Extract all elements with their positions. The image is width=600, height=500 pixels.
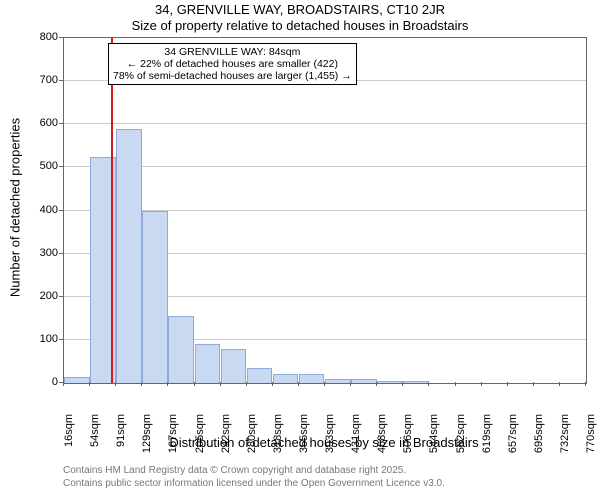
x-tick-mark: [141, 382, 142, 386]
x-tick-mark: [585, 382, 586, 386]
property-marker-line: [111, 38, 113, 383]
y-tick-mark: [59, 80, 63, 81]
y-tick-mark: [59, 123, 63, 124]
x-tick-mark: [220, 382, 221, 386]
y-tick-label: 0: [28, 376, 58, 388]
x-tick-mark: [350, 382, 351, 386]
y-tick-label: 600: [28, 117, 58, 129]
y-axis-label: Number of detached properties: [8, 118, 23, 298]
histogram-bar: [403, 381, 429, 383]
footer-line1: Contains HM Land Registry data © Crown c…: [63, 465, 406, 476]
y-tick-mark: [59, 339, 63, 340]
x-tick-mark: [194, 382, 195, 386]
annotation-line2: ← 22% of detached houses are smaller (42…: [113, 58, 352, 70]
annotation-box: 34 GRENVILLE WAY: 84sqm ← 22% of detache…: [108, 43, 357, 85]
y-tick-label: 100: [28, 333, 58, 345]
y-tick-label: 500: [28, 160, 58, 172]
y-tick-mark: [59, 296, 63, 297]
footer-line2: Contains public sector information licen…: [63, 478, 445, 489]
y-tick-mark: [59, 37, 63, 38]
y-tick-label: 400: [28, 204, 58, 216]
histogram-bar: [273, 374, 299, 383]
histogram-bar: [299, 374, 325, 383]
histogram-bar: [195, 344, 221, 383]
y-tick-label: 300: [28, 247, 58, 259]
histogram-bar: [168, 316, 194, 383]
x-tick-mark: [559, 382, 560, 386]
y-tick-mark: [59, 166, 63, 167]
x-tick-mark: [115, 382, 116, 386]
x-tick-mark: [402, 382, 403, 386]
gridline: [64, 123, 586, 124]
histogram-bar: [325, 379, 351, 383]
x-axis-label: Distribution of detached houses by size …: [63, 435, 585, 450]
x-tick-mark: [533, 382, 534, 386]
plot-area: [63, 37, 587, 384]
x-tick-mark: [89, 382, 90, 386]
x-tick-mark: [428, 382, 429, 386]
annotation-line1: 34 GRENVILLE WAY: 84sqm: [113, 46, 352, 58]
x-tick-mark: [507, 382, 508, 386]
y-tick-mark: [59, 253, 63, 254]
x-tick-mark: [298, 382, 299, 386]
chart-title-line2: Size of property relative to detached ho…: [0, 18, 600, 33]
histogram-bar: [142, 211, 168, 384]
x-tick-mark: [455, 382, 456, 386]
chart-container: 34, GRENVILLE WAY, BROADSTAIRS, CT10 2JR…: [0, 0, 600, 500]
x-tick-mark: [167, 382, 168, 386]
y-tick-label: 200: [28, 290, 58, 302]
y-tick-mark: [59, 210, 63, 211]
histogram-bar: [247, 368, 273, 383]
x-tick-mark: [324, 382, 325, 386]
histogram-bar: [221, 349, 247, 384]
y-tick-label: 700: [28, 74, 58, 86]
histogram-bar: [116, 129, 142, 383]
x-tick-mark: [481, 382, 482, 386]
chart-title-line1: 34, GRENVILLE WAY, BROADSTAIRS, CT10 2JR: [0, 2, 600, 17]
histogram-bar: [377, 381, 403, 383]
histogram-bar: [351, 379, 377, 383]
y-tick-label: 800: [28, 31, 58, 43]
annotation-line3: 78% of semi-detached houses are larger (…: [113, 70, 352, 82]
histogram-bar: [64, 377, 90, 383]
gridline: [64, 166, 586, 167]
x-tick-mark: [246, 382, 247, 386]
x-tick-mark: [376, 382, 377, 386]
x-tick-mark: [272, 382, 273, 386]
x-tick-mark: [63, 382, 64, 386]
x-tick-label: 770sqm: [585, 414, 597, 460]
